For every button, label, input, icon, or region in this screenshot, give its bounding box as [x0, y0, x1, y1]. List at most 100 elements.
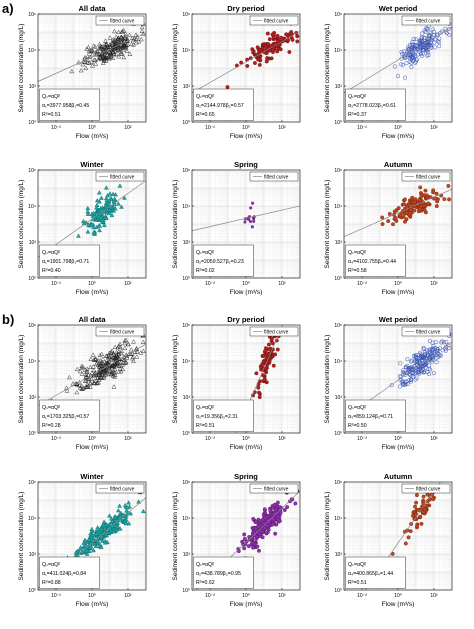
- data-point: [91, 364, 96, 369]
- x-tick-label: 10⁰: [394, 593, 402, 599]
- data-point: [94, 380, 100, 386]
- data-point: [98, 544, 104, 550]
- data-point: [424, 47, 429, 52]
- data-point: [412, 200, 417, 204]
- equation-coefficients: α₂=438.789β₂=0.95: [196, 571, 241, 577]
- panel-title: Spring: [234, 160, 258, 169]
- legend-label: fitted curve: [264, 18, 289, 24]
- y-tick-label: 10⁶: [28, 168, 36, 174]
- x-tick-label: 10⁰: [88, 281, 96, 287]
- legend-label: fitted curve: [264, 329, 289, 335]
- y-tick-label: 10²: [29, 240, 37, 246]
- data-point: [119, 204, 124, 209]
- data-point: [106, 53, 112, 58]
- data-point: [243, 220, 247, 224]
- data-point: [88, 356, 94, 361]
- data-point: [262, 507, 267, 512]
- data-point: [435, 346, 440, 351]
- data-point: [79, 371, 85, 376]
- equation-box: Qₛ=αQᵝ α₃=859.124β₃=0.71 R²=0.50: [345, 399, 406, 432]
- chart-panel: fitted curve Spring 10⁰ 10² 10⁴ 10⁶ 10⁻² 10⁰ 10²…: [172, 160, 301, 296]
- equation-formula: Qₛ=αQᵝ: [348, 562, 366, 568]
- equation-formula: Qₛ=αQᵝ: [348, 94, 366, 100]
- data-point: [89, 376, 94, 381]
- data-point: [88, 543, 94, 549]
- data-point: [277, 518, 282, 523]
- data-point: [107, 49, 113, 54]
- data-point: [95, 362, 101, 367]
- legend: fitted curve: [401, 171, 451, 182]
- data-point: [97, 227, 102, 233]
- data-point: [97, 369, 103, 374]
- data-point: [129, 41, 134, 47]
- data-point: [434, 204, 439, 208]
- data-point: [93, 357, 99, 362]
- data-point: [270, 32, 275, 37]
- x-tick-label: 10⁰: [242, 436, 250, 442]
- data-point: [414, 500, 419, 505]
- data-point: [442, 340, 447, 345]
- y-tick-label: 10⁰: [334, 276, 342, 282]
- y-axis-label: Sediment concentration (mg/L): [18, 24, 25, 113]
- data-point: [92, 356, 98, 361]
- x-axis-label: Flow (m³/s): [230, 601, 263, 608]
- data-point: [90, 51, 95, 57]
- data-point: [125, 42, 131, 47]
- data-point: [434, 191, 439, 196]
- data-point: [104, 371, 110, 376]
- data-point: [425, 27, 430, 32]
- data-point: [91, 210, 96, 216]
- data-point: [117, 344, 123, 349]
- y-axis-label: Sediment concentration (mg/L): [324, 180, 331, 269]
- y-axis-label: Sediment concentration (mg/L): [172, 335, 179, 424]
- data-point: [411, 374, 416, 379]
- equation-box: Qₛ=αQᵝ α₂=2144.978β₂=0.57 R²=0.65: [193, 88, 254, 121]
- data-point: [406, 46, 412, 52]
- data-point: [88, 364, 93, 369]
- data-point: [113, 354, 119, 360]
- equation-coefficients: α₁=3977.958β₁=0.45: [42, 103, 89, 109]
- data-point: [245, 64, 250, 68]
- x-axis-label: Flow (m³/s): [382, 444, 415, 451]
- beta-value: β₁=0.45: [71, 103, 89, 109]
- equation-frame: [345, 556, 406, 589]
- data-point: [128, 511, 134, 516]
- data-point: [275, 49, 280, 54]
- legend-box: [249, 326, 299, 337]
- x-tick-label: 10⁰: [394, 281, 402, 287]
- data-point: [417, 350, 423, 355]
- x-axis-label: Flow (m³/s): [230, 133, 263, 140]
- data-point: [84, 539, 89, 545]
- beta-value: β₂=0.23: [226, 259, 244, 265]
- data-point: [94, 205, 99, 210]
- data-point: [82, 548, 87, 553]
- chart-panel: fitted curve Dry period 10⁰ 10² 10⁴ 10⁶ 10⁻² 10…: [172, 315, 301, 451]
- equation-box: Qₛ=αQᵝ α₄=4102.755β₄=0.44 R²=0.58: [345, 244, 406, 277]
- x-tick-label: 10⁻²: [205, 281, 215, 287]
- legend-box: [95, 483, 145, 494]
- y-tick-label: 10²: [29, 552, 37, 558]
- data-point: [139, 28, 145, 34]
- data-point: [117, 503, 122, 508]
- data-point: [115, 47, 121, 52]
- data-point: [80, 364, 86, 369]
- data-point: [443, 26, 448, 31]
- r-squared-value: R²=0.62: [196, 580, 215, 586]
- equation-frame: [193, 399, 254, 432]
- x-tick-label: 10⁰: [242, 593, 250, 599]
- data-point: [85, 222, 91, 227]
- data-point: [122, 360, 127, 366]
- data-point: [409, 64, 414, 70]
- data-point: [267, 342, 271, 347]
- equation-coefficients: α₃=859.124β₃=0.71: [348, 414, 393, 420]
- data-point: [275, 347, 280, 352]
- data-point: [92, 44, 98, 49]
- x-tick-label: 10⁻²: [51, 593, 61, 599]
- x-tick-label: 10²: [278, 436, 286, 442]
- data-point: [84, 366, 90, 371]
- data-point: [264, 366, 269, 370]
- alpha-value: α₂=438.789: [196, 571, 223, 577]
- data-point: [401, 368, 406, 373]
- data-point: [262, 377, 267, 381]
- data-point: [104, 51, 110, 57]
